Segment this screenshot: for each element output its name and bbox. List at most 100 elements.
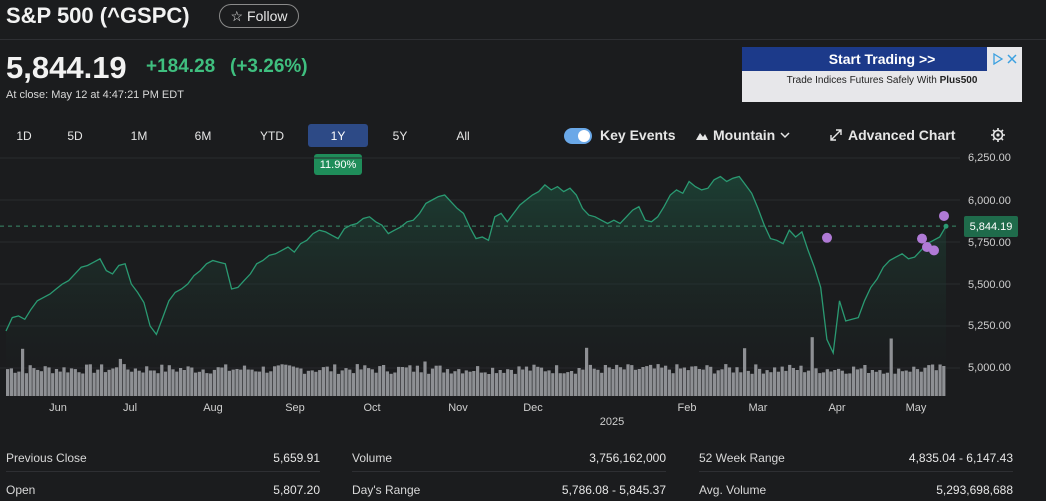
volume-bar xyxy=(649,364,653,396)
volume-bar xyxy=(445,369,450,396)
volume-bar xyxy=(370,369,374,396)
volume-bar xyxy=(919,371,923,396)
volume-bar xyxy=(122,364,126,396)
x-tick-label: Aug xyxy=(203,402,223,414)
advanced-chart-button[interactable]: Advanced Chart xyxy=(830,127,955,143)
range-1y[interactable]: 1Y xyxy=(308,124,368,147)
page-title: S&P 500 (^GSPC) xyxy=(6,3,190,28)
volume-bar xyxy=(900,371,905,396)
ad-banner[interactable]: Start Trading >> Trade Indices Futures S… xyxy=(742,47,1022,102)
advanced-chart-label: Advanced Chart xyxy=(848,127,956,143)
volume-bar xyxy=(393,372,397,396)
key-event-marker[interactable] xyxy=(929,245,939,256)
volume-bar xyxy=(81,373,85,396)
volume-bar xyxy=(769,372,773,396)
key-event-marker[interactable] xyxy=(822,232,832,243)
range-1d[interactable]: 1D xyxy=(16,128,32,143)
volume-bar xyxy=(96,369,100,396)
volume-bar xyxy=(92,372,96,396)
volume-bar xyxy=(333,364,337,396)
stat-value: 5,293,698,688 xyxy=(936,483,1013,497)
volume-bar xyxy=(442,372,446,396)
last-price-dot xyxy=(943,223,949,229)
volume-bar xyxy=(915,369,920,396)
volume-bar xyxy=(494,373,498,396)
price-area xyxy=(6,176,946,377)
volume-bar xyxy=(141,372,145,396)
chart-type-select[interactable]: Mountain xyxy=(696,127,790,143)
volume-bar xyxy=(340,370,344,396)
volume-bar xyxy=(36,369,40,396)
volume-bar xyxy=(6,369,10,396)
volume-bar xyxy=(893,373,897,396)
volume-bar xyxy=(867,373,871,396)
range-5d[interactable]: 5D xyxy=(67,128,83,143)
volume-bar xyxy=(908,371,912,396)
volume-bar xyxy=(397,366,401,396)
volume-bar xyxy=(152,370,156,396)
volume-bar xyxy=(227,370,231,396)
volume-bar xyxy=(62,367,66,396)
volume-bar xyxy=(329,371,333,396)
volume-bar xyxy=(539,367,544,396)
volume-bar xyxy=(148,370,153,396)
volume-bar xyxy=(472,371,476,396)
volume-bar xyxy=(145,366,149,396)
volume-bar xyxy=(536,366,540,396)
volume-bar xyxy=(863,365,867,396)
volume-bar xyxy=(69,368,74,396)
volume-bar xyxy=(509,369,513,396)
volume-bar xyxy=(434,365,438,396)
key-event-marker[interactable] xyxy=(917,233,927,244)
volume-bar xyxy=(167,365,171,396)
x-tick-label: May xyxy=(905,402,927,414)
volume-bar xyxy=(273,366,277,396)
volume-bar xyxy=(483,372,487,396)
range-6m[interactable]: 6M xyxy=(194,128,212,143)
volume-bar xyxy=(878,370,882,396)
volume-bar xyxy=(551,373,555,396)
key-events-label[interactable]: Key Events xyxy=(600,127,676,143)
key-event-marker[interactable] xyxy=(939,210,949,221)
volume-bar xyxy=(464,370,468,396)
price-chart[interactable] xyxy=(0,150,1046,400)
volume-bar xyxy=(179,368,183,396)
volume-bar xyxy=(746,370,750,396)
volume-bar xyxy=(126,369,130,396)
volume-bar xyxy=(686,370,690,396)
volume-bar xyxy=(133,368,137,396)
volume-bar xyxy=(51,373,55,396)
volume-bar xyxy=(517,366,521,396)
volume-bar xyxy=(239,369,243,396)
volume-bar xyxy=(348,369,352,396)
volume-bar xyxy=(111,368,115,396)
range-ytd[interactable]: YTD xyxy=(260,128,284,143)
follow-button[interactable]: ☆ Follow xyxy=(219,4,299,28)
key-events-toggle[interactable] xyxy=(564,128,592,144)
volume-bar xyxy=(705,365,709,396)
ad-close-icon[interactable] xyxy=(1007,54,1017,64)
stat-divider xyxy=(6,471,320,472)
volume-bar xyxy=(284,364,288,396)
volume-bar xyxy=(690,366,694,396)
volume-bar xyxy=(697,369,701,396)
range-all[interactable]: All xyxy=(456,128,470,143)
volume-bar xyxy=(205,373,209,396)
stat-label: 52 Week Range xyxy=(699,451,785,465)
ad-headline[interactable]: Start Trading >> xyxy=(742,47,1022,71)
volume-bar xyxy=(743,348,747,396)
volume-bar xyxy=(934,370,938,396)
ad-choices-icon[interactable] xyxy=(987,47,1022,71)
volume-bar xyxy=(806,370,811,396)
volume-bar xyxy=(453,371,457,396)
volume-bar xyxy=(295,367,299,396)
range-5y[interactable]: 5Y xyxy=(392,128,408,143)
volume-bar xyxy=(427,373,431,396)
volume-bar xyxy=(524,366,529,396)
volume-bar xyxy=(660,367,664,396)
stat-value: 5,659.91 xyxy=(273,451,320,465)
volume-bar xyxy=(438,365,442,396)
range-1m[interactable]: 1M xyxy=(130,128,148,143)
gear-icon[interactable] xyxy=(990,127,1006,148)
volume-bar xyxy=(547,370,551,396)
